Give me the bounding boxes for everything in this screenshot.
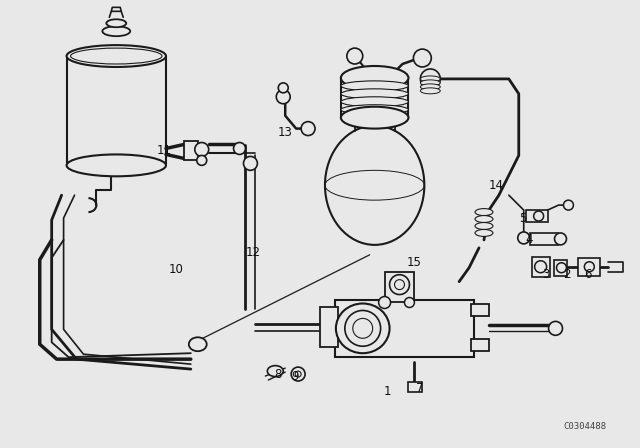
Ellipse shape	[67, 45, 166, 67]
Circle shape	[345, 310, 381, 346]
Bar	[532, 257, 550, 277]
Ellipse shape	[475, 215, 493, 223]
Ellipse shape	[475, 209, 493, 215]
Circle shape	[291, 367, 305, 381]
Bar	[385, 271, 415, 302]
Circle shape	[234, 142, 246, 155]
Circle shape	[534, 211, 543, 221]
Ellipse shape	[341, 81, 408, 91]
Bar	[554, 260, 568, 276]
Ellipse shape	[341, 107, 408, 129]
Circle shape	[534, 261, 547, 273]
Text: 11: 11	[156, 144, 172, 157]
Ellipse shape	[341, 66, 408, 90]
Circle shape	[413, 49, 431, 67]
Circle shape	[394, 280, 404, 289]
Text: 5: 5	[519, 211, 527, 224]
Ellipse shape	[341, 105, 408, 115]
Ellipse shape	[420, 88, 440, 94]
Circle shape	[518, 232, 530, 244]
Ellipse shape	[106, 19, 126, 27]
Circle shape	[379, 297, 390, 309]
Text: 9: 9	[291, 370, 299, 383]
Text: 15: 15	[407, 256, 422, 269]
Circle shape	[276, 90, 290, 104]
Ellipse shape	[420, 84, 440, 90]
Bar	[471, 339, 489, 351]
Ellipse shape	[67, 155, 166, 177]
Bar	[408, 382, 422, 392]
Bar	[320, 307, 338, 347]
Text: C0304488: C0304488	[563, 422, 606, 431]
Bar	[335, 300, 474, 357]
Ellipse shape	[189, 337, 207, 351]
Circle shape	[420, 69, 440, 89]
Text: 7: 7	[415, 383, 423, 396]
Circle shape	[390, 275, 410, 294]
Text: 3: 3	[542, 268, 549, 281]
Circle shape	[353, 319, 372, 338]
Bar	[184, 141, 198, 160]
Ellipse shape	[341, 97, 408, 107]
Ellipse shape	[325, 125, 424, 245]
Ellipse shape	[102, 26, 130, 36]
Circle shape	[404, 297, 415, 307]
Ellipse shape	[420, 80, 440, 86]
Text: 14: 14	[488, 179, 504, 192]
Ellipse shape	[336, 303, 390, 353]
Ellipse shape	[475, 229, 493, 237]
Text: 8: 8	[275, 367, 282, 380]
Text: 12: 12	[246, 246, 261, 259]
Bar	[530, 233, 557, 245]
Circle shape	[554, 233, 566, 245]
Bar	[525, 210, 548, 222]
Circle shape	[243, 156, 257, 170]
Text: 2: 2	[563, 268, 570, 281]
Text: 6: 6	[584, 268, 592, 281]
Ellipse shape	[341, 89, 408, 99]
Circle shape	[295, 371, 301, 377]
Ellipse shape	[268, 366, 284, 377]
Circle shape	[196, 155, 207, 165]
Circle shape	[347, 48, 363, 64]
Circle shape	[584, 262, 595, 271]
Circle shape	[563, 200, 573, 210]
Ellipse shape	[475, 223, 493, 229]
Circle shape	[557, 263, 566, 273]
Circle shape	[301, 122, 315, 136]
Circle shape	[278, 83, 288, 93]
Bar	[471, 305, 489, 316]
Bar	[579, 258, 600, 276]
Circle shape	[195, 142, 209, 156]
Text: 13: 13	[278, 126, 292, 139]
Text: 4: 4	[525, 233, 532, 246]
Ellipse shape	[420, 76, 440, 82]
Text: 10: 10	[168, 263, 183, 276]
Circle shape	[548, 321, 563, 335]
Text: 1: 1	[384, 385, 391, 398]
